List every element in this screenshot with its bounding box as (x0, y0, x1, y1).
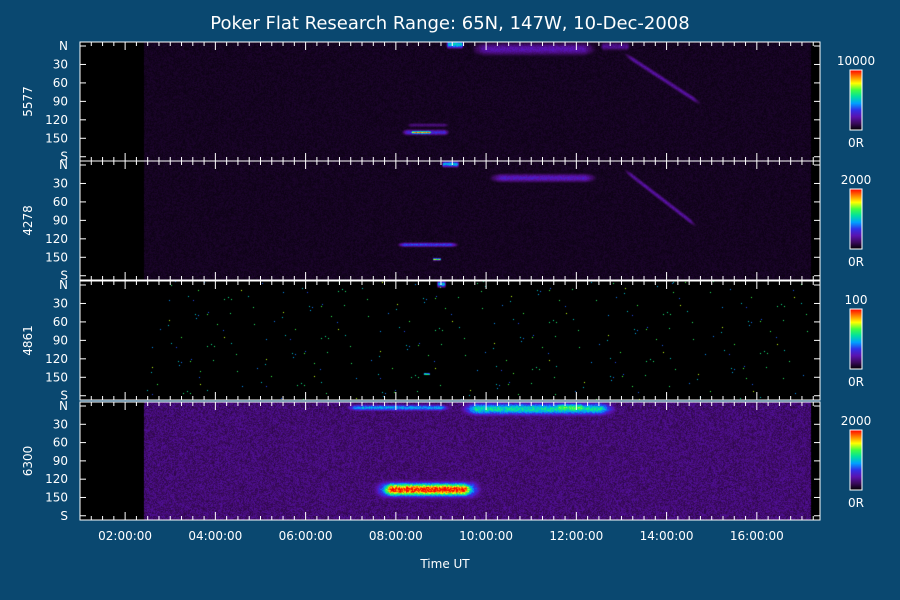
y-tick-label: 90 (53, 94, 68, 108)
chart-title: Poker Flat Research Range: 65N, 147W, 10… (210, 13, 689, 34)
x-axis-label: Time UT (419, 557, 470, 571)
colorbar-max-label: 10000 (837, 54, 875, 68)
heatmap-6300 (80, 402, 820, 520)
panel-wavelength-label: 5577 (21, 86, 35, 117)
x-tick-label: 06:00:00 (279, 529, 333, 543)
panel-wavelength-label: 4861 (21, 325, 35, 356)
y-tick-label: 150 (45, 370, 68, 384)
y-tick-label: 30 (53, 176, 68, 190)
y-tick-label: 120 (45, 472, 68, 486)
colorbar-max-label: 2000 (841, 173, 872, 187)
y-tick-label: S (60, 509, 68, 523)
panel-6300: N 30 60 90 120 150 S 6300 2000 0R (21, 399, 871, 523)
panel-wavelength-label: 4278 (21, 205, 35, 236)
colorbar (849, 69, 863, 131)
y-tick-label: 120 (45, 232, 68, 246)
colorbar-max-label: 2000 (841, 414, 872, 428)
y-tick-label: N (59, 278, 68, 292)
y-tick-label: 120 (45, 352, 68, 366)
y-tick-label: N (59, 39, 68, 53)
y-tick-label: 60 (53, 315, 68, 329)
x-tick-label: 10:00:00 (459, 529, 513, 543)
heatmap-4861 (80, 281, 820, 400)
y-tick-label: S (60, 389, 68, 403)
y-tick-label: 30 (53, 296, 68, 310)
y-tick-label: 90 (53, 454, 68, 468)
panel-4861: N 30 60 90 120 150 S 4861 100 0R (21, 278, 867, 403)
y-tick-label: S (60, 150, 68, 164)
y-tick-label: 150 (45, 490, 68, 504)
y-tick-label: S (60, 269, 68, 283)
panel-4278: N 30 60 90 120 150 S 4278 2000 0R (21, 158, 871, 283)
heatmap-4278 (80, 161, 820, 280)
colorbar-min-label: 0R (848, 375, 864, 389)
y-tick-label: 90 (53, 333, 68, 347)
colorbar (849, 308, 863, 370)
panel-5577: N 30 60 90 120 150 S 5577 10000 0R (21, 39, 875, 164)
colorbar-min-label: 0R (848, 136, 864, 150)
x-tick-label: 14:00:00 (640, 529, 694, 543)
x-tick-label: 16:00:00 (730, 529, 784, 543)
y-tick-label: 30 (53, 417, 68, 431)
y-tick-label: 150 (45, 131, 68, 145)
colorbar-min-label: 0R (848, 255, 864, 269)
y-tick-label: 150 (45, 250, 68, 264)
x-tick-label: 02:00:00 (98, 529, 152, 543)
x-tick-label: 04:00:00 (188, 529, 242, 543)
colorbar-min-label: 0R (848, 496, 864, 510)
y-tick-label: N (59, 158, 68, 172)
y-tick-label: 90 (53, 213, 68, 227)
colorbar-max-label: 100 (845, 293, 868, 307)
y-tick-label: 30 (53, 57, 68, 71)
y-tick-label: N (59, 399, 68, 413)
y-tick-label: 120 (45, 113, 68, 127)
panel-wavelength-label: 6300 (21, 446, 35, 477)
heatmap-5577 (80, 42, 820, 161)
colorbar (849, 188, 863, 250)
y-tick-label: 60 (53, 436, 68, 450)
y-tick-label: 60 (53, 76, 68, 90)
x-tick-label: 12:00:00 (549, 529, 603, 543)
x-tick-label: 08:00:00 (369, 529, 423, 543)
colorbar (849, 429, 863, 491)
y-tick-label: 60 (53, 195, 68, 209)
